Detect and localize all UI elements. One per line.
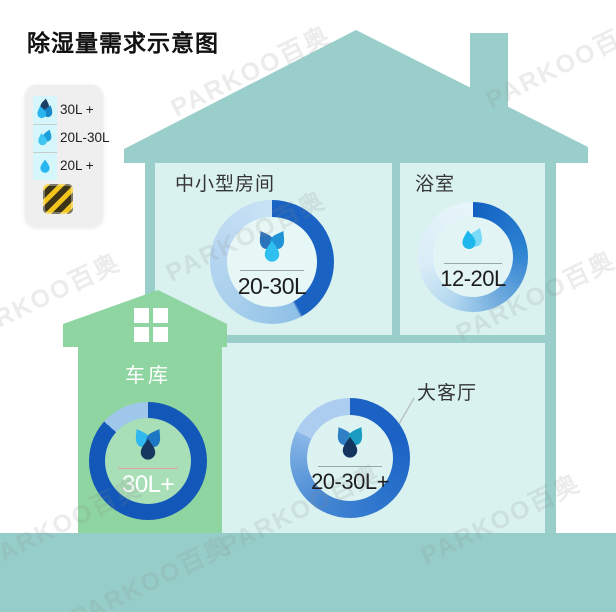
legend: 30L + 20L-30L 20L + <box>25 85 110 227</box>
window-pane <box>153 327 168 342</box>
gauge-divider <box>240 269 304 271</box>
gauge-value: 20-30L <box>237 272 307 299</box>
hazard-stripes-icon <box>43 184 73 214</box>
gauge-center: 30L+ <box>105 418 191 504</box>
gauge-center: 20-30L <box>227 217 317 307</box>
label-small-medium-room: 中小型房间 <box>175 174 276 195</box>
water-drops-icon <box>462 227 483 250</box>
water-drops-large-icon <box>37 98 53 119</box>
legend-separator <box>33 124 57 125</box>
water-drops-icon <box>337 427 363 458</box>
page-title: 除湿量需求示意图 <box>27 30 219 56</box>
gauge-value: 12-20L <box>440 266 506 291</box>
garage-window <box>134 308 168 342</box>
label-garage: 车库 <box>125 365 171 387</box>
gauge-divider <box>118 468 178 469</box>
legend-label-20-30l: 20L-30L <box>60 130 110 145</box>
water-drops-icon <box>259 230 285 262</box>
gauge-bathroom: 12-20L <box>418 202 528 312</box>
window-pane <box>153 308 168 323</box>
gauge-value: 30L+ <box>121 471 175 498</box>
gauge-value: 20-30L+ <box>311 469 389 494</box>
window-pane <box>134 308 149 323</box>
label-bathroom: 浴室 <box>415 174 456 195</box>
ground-base <box>0 533 616 612</box>
window-pane <box>134 327 149 342</box>
legend-label-20l-plus: 20L + <box>60 158 94 173</box>
chimney <box>470 33 508 143</box>
watermark: PARKOO百奥 <box>481 13 616 115</box>
water-drops-medium-icon <box>38 129 52 146</box>
watermark: PARKOO百奥 <box>0 248 126 350</box>
legend-label-30l-plus: 30L + <box>60 102 94 117</box>
gauge-garage: 30L+ <box>89 402 207 520</box>
label-living-room: 大客厅 <box>417 383 478 404</box>
gauge-small-medium-room: 20-30L <box>210 200 334 324</box>
gauge-living-room: 20-30L+ <box>290 398 410 518</box>
water-drops-icon <box>135 429 161 460</box>
living-room-callout-line <box>398 397 415 425</box>
legend-separator <box>33 152 57 153</box>
gauge-divider <box>444 263 502 264</box>
gauge-divider <box>318 466 382 467</box>
gauge-center: 20-30L+ <box>307 415 393 501</box>
gauge-center: 12-20L <box>433 217 513 297</box>
water-drop-small-icon <box>40 159 50 173</box>
